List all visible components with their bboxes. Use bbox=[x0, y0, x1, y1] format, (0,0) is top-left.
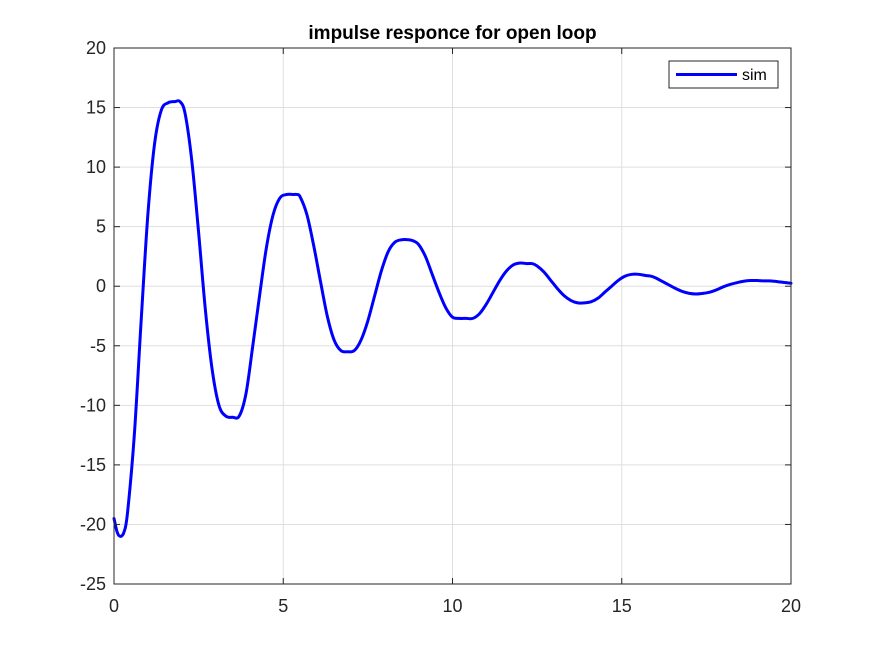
y-tick-label: -5 bbox=[90, 336, 106, 356]
axis-tick-labels: 0 5 10 15 20 -25 -20 -15 -10 -5 0 5 10 15 20 bbox=[80, 38, 801, 616]
chart-title: impulse responce for open loop bbox=[308, 23, 596, 44]
x-tick-label: 0 bbox=[109, 596, 119, 616]
y-tick-label: 5 bbox=[96, 217, 106, 237]
legend-label-sim: sim bbox=[742, 67, 767, 84]
legend: sim bbox=[668, 60, 779, 89]
x-tick-label: 10 bbox=[442, 596, 462, 616]
series-line-sim bbox=[112, 99, 793, 538]
x-tick-label: 5 bbox=[278, 596, 288, 616]
y-tick-label: -10 bbox=[80, 395, 106, 415]
y-tick-label: 10 bbox=[86, 157, 106, 177]
y-tick-label: -25 bbox=[80, 574, 106, 594]
x-tick-label: 20 bbox=[781, 596, 801, 616]
axis-ticks bbox=[113, 47, 792, 585]
series-layer bbox=[112, 99, 793, 538]
x-tick-label: 15 bbox=[612, 596, 632, 616]
y-tick-label: -20 bbox=[80, 514, 106, 534]
y-tick-label: 20 bbox=[86, 38, 106, 58]
y-tick-label: 0 bbox=[96, 276, 106, 296]
y-tick-label: -15 bbox=[80, 455, 106, 475]
y-tick-label: 15 bbox=[86, 98, 106, 118]
